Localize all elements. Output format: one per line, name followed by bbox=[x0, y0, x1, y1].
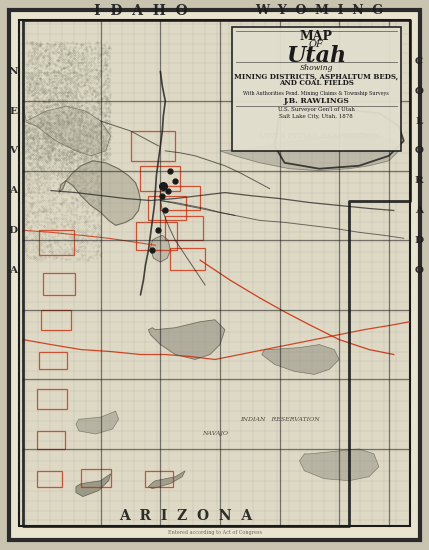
Polygon shape bbox=[59, 161, 140, 226]
Polygon shape bbox=[23, 106, 111, 156]
Text: O: O bbox=[414, 266, 423, 274]
Text: NAVAJO: NAVAJO bbox=[202, 432, 228, 437]
Polygon shape bbox=[299, 449, 379, 481]
Bar bbox=[145, 471, 173, 487]
Text: O: O bbox=[414, 87, 423, 96]
Text: OF: OF bbox=[309, 40, 324, 49]
Text: D: D bbox=[9, 226, 18, 235]
Text: W  Y  O  M  I  N  G: W Y O M I N G bbox=[255, 4, 384, 17]
Text: UINTA INDIAN RESERVATION: UINTA INDIAN RESERVATION bbox=[259, 132, 380, 140]
Bar bbox=[43, 273, 75, 295]
Polygon shape bbox=[262, 345, 339, 375]
Bar bbox=[130, 131, 175, 161]
Polygon shape bbox=[76, 411, 119, 434]
Bar bbox=[165, 216, 203, 240]
Text: MINING DISTRICTS, ASPHALTUM BEDS,: MINING DISTRICTS, ASPHALTUM BEDS, bbox=[234, 73, 399, 80]
Text: With Authorities Pend. Mining Claims & Township Surveys: With Authorities Pend. Mining Claims & T… bbox=[244, 91, 389, 96]
Bar bbox=[37, 389, 67, 409]
Text: D: D bbox=[414, 236, 423, 245]
Bar bbox=[170, 248, 205, 270]
Text: U.S. Surveyor Gen'l of Utah: U.S. Surveyor Gen'l of Utah bbox=[278, 107, 355, 112]
Text: J.B. RAWLINGS: J.B. RAWLINGS bbox=[284, 97, 349, 105]
Bar bbox=[37, 471, 62, 487]
Bar bbox=[148, 196, 186, 221]
Bar bbox=[136, 222, 177, 250]
Polygon shape bbox=[148, 471, 185, 488]
Text: AND COAL FIELDS: AND COAL FIELDS bbox=[279, 79, 354, 87]
Bar bbox=[41, 310, 71, 329]
Text: MAP: MAP bbox=[300, 30, 333, 43]
Bar bbox=[39, 351, 67, 370]
Bar bbox=[232, 26, 401, 151]
Text: A: A bbox=[415, 206, 423, 215]
Text: L: L bbox=[415, 117, 423, 125]
Bar bbox=[140, 166, 180, 191]
Text: INDIAN   RESERVATION: INDIAN RESERVATION bbox=[240, 416, 320, 422]
Bar bbox=[81, 469, 111, 487]
Polygon shape bbox=[76, 474, 111, 497]
Text: A: A bbox=[9, 266, 17, 274]
Text: C: C bbox=[414, 57, 423, 66]
Bar bbox=[39, 230, 74, 255]
Bar bbox=[160, 185, 200, 211]
Text: A: A bbox=[9, 186, 17, 195]
Polygon shape bbox=[148, 320, 225, 360]
Text: A  R  I  Z  O  N  A: A R I Z O N A bbox=[119, 509, 252, 524]
Text: V: V bbox=[9, 146, 17, 155]
Text: N: N bbox=[9, 67, 18, 76]
Text: Utah: Utah bbox=[286, 46, 346, 68]
Text: R: R bbox=[414, 176, 423, 185]
Text: O: O bbox=[414, 146, 423, 155]
Text: E: E bbox=[9, 107, 17, 116]
Text: Salt Lake City, Utah, 1878: Salt Lake City, Utah, 1878 bbox=[279, 113, 353, 119]
Text: Showing: Showing bbox=[299, 64, 333, 73]
Text: I  D  A  H  O: I D A H O bbox=[94, 4, 187, 18]
Text: Entered according to Act of Congress: Entered according to Act of Congress bbox=[168, 530, 262, 535]
Polygon shape bbox=[220, 133, 399, 170]
Bar bbox=[37, 431, 65, 449]
Polygon shape bbox=[151, 235, 170, 262]
